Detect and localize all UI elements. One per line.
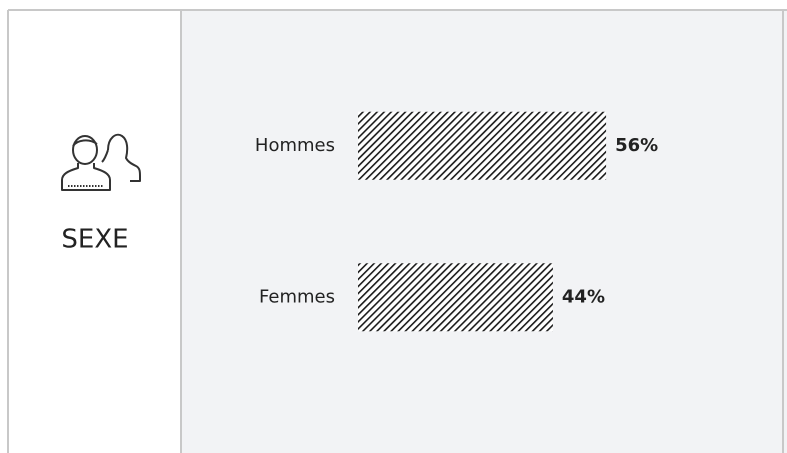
bar xyxy=(358,263,553,332)
value-label: 56% xyxy=(615,135,658,156)
value-label: 44% xyxy=(562,286,605,307)
panel-title: SEXE xyxy=(61,225,128,255)
category-label: Femmes xyxy=(259,286,335,307)
bar xyxy=(358,111,607,180)
category-label: Hommes xyxy=(255,135,335,156)
people-icon xyxy=(61,133,141,191)
plot-panel xyxy=(181,11,787,453)
